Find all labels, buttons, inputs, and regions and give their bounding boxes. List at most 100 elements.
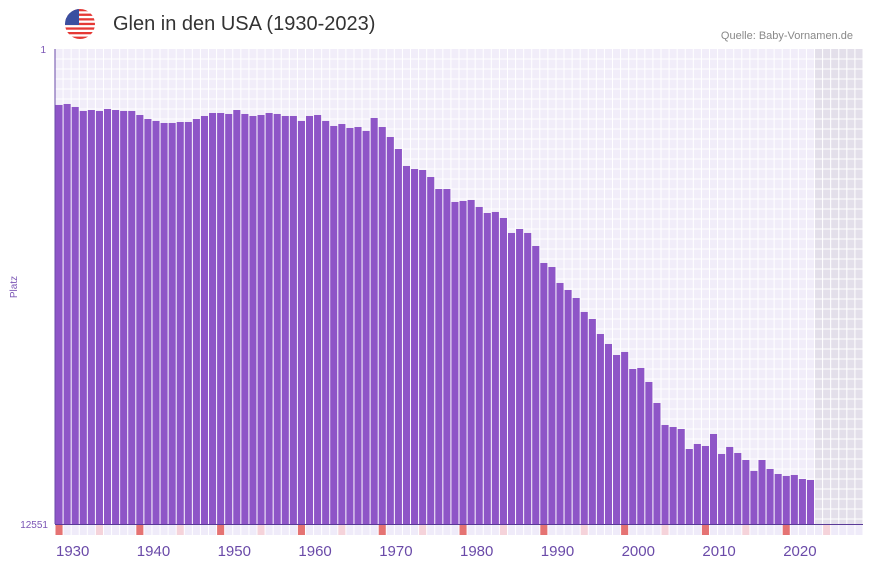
bar-1950 bbox=[217, 113, 225, 525]
year-marker-2014 bbox=[734, 525, 742, 535]
year-marker-1958 bbox=[281, 525, 289, 535]
bar-1967 bbox=[354, 127, 362, 524]
year-marker-2005 bbox=[661, 525, 669, 535]
year-marker-1984 bbox=[491, 525, 499, 535]
year-marker-1998 bbox=[604, 525, 613, 535]
year-marker-1999 bbox=[613, 525, 621, 535]
bar-1993 bbox=[564, 289, 572, 524]
year-marker-1960 bbox=[297, 525, 305, 535]
bar-2022 bbox=[798, 478, 806, 524]
year-marker-1991 bbox=[548, 525, 556, 535]
year-marker-2000 bbox=[621, 525, 629, 535]
year-marker-2024 bbox=[815, 525, 823, 535]
year-marker-1994 bbox=[572, 525, 580, 535]
year-marker-1934 bbox=[87, 525, 95, 535]
bar-1945 bbox=[176, 122, 184, 525]
bar-1986 bbox=[507, 232, 516, 525]
year-marker-2017 bbox=[758, 525, 766, 535]
bar-1983 bbox=[483, 212, 491, 525]
year-marker-2011 bbox=[709, 525, 718, 535]
year-marker-2002 bbox=[637, 525, 645, 535]
year-marker-2001 bbox=[629, 525, 637, 535]
year-marker-1956 bbox=[265, 525, 273, 535]
bar-1933 bbox=[79, 110, 87, 524]
year-marker-1938 bbox=[120, 525, 128, 535]
bar-2010 bbox=[701, 445, 709, 524]
bar-1932 bbox=[71, 106, 79, 524]
year-marker-1948 bbox=[200, 525, 209, 535]
bar-1970 bbox=[378, 127, 386, 524]
bar-1973 bbox=[402, 165, 411, 524]
bar-1937 bbox=[112, 110, 120, 524]
x-tick-label-2000: 2000 bbox=[622, 543, 655, 560]
bar-1939 bbox=[128, 110, 136, 524]
y-axis-title: Platz bbox=[9, 276, 20, 298]
bar-1968 bbox=[362, 130, 370, 524]
bar-1954 bbox=[249, 115, 257, 524]
year-marker-1931 bbox=[63, 525, 71, 535]
bar-2020 bbox=[782, 475, 790, 524]
year-marker-2008 bbox=[685, 525, 693, 535]
year-marker-1979 bbox=[451, 525, 459, 535]
year-marker-1990 bbox=[540, 525, 548, 535]
year-marker-1981 bbox=[467, 525, 475, 535]
year-marker-1933 bbox=[79, 525, 87, 535]
year-marker-1967 bbox=[354, 525, 362, 535]
year-marker-1985 bbox=[499, 525, 507, 535]
bar-2011 bbox=[709, 433, 718, 524]
bar-2013 bbox=[726, 446, 734, 524]
bar-1997 bbox=[596, 334, 604, 524]
bar-2002 bbox=[637, 367, 645, 524]
year-marker-1963 bbox=[322, 525, 330, 535]
x-tick-label-1980: 1980 bbox=[460, 543, 493, 560]
bar-1940 bbox=[136, 115, 144, 524]
year-marker-2028 bbox=[847, 525, 855, 535]
year-marker-1939 bbox=[128, 525, 136, 535]
bar-1956 bbox=[265, 113, 273, 525]
year-marker-1954 bbox=[249, 525, 257, 535]
bar-2018 bbox=[766, 468, 774, 524]
year-marker-1941 bbox=[144, 525, 152, 535]
bar-2019 bbox=[774, 474, 782, 524]
bar-2023 bbox=[806, 479, 815, 524]
bar-2016 bbox=[750, 470, 758, 524]
year-marker-2023 bbox=[806, 525, 815, 535]
year-marker-2016 bbox=[750, 525, 758, 535]
year-marker-1950 bbox=[217, 525, 225, 535]
x-tick-label-1970: 1970 bbox=[379, 543, 412, 560]
year-marker-1932 bbox=[71, 525, 79, 535]
year-marker-2003 bbox=[645, 525, 653, 535]
bar-1976 bbox=[427, 177, 435, 525]
x-tick-label-1950: 1950 bbox=[218, 543, 251, 560]
bar-1992 bbox=[556, 282, 564, 524]
bar-1977 bbox=[435, 189, 443, 524]
bar-1953 bbox=[241, 113, 249, 524]
year-marker-2007 bbox=[677, 525, 685, 535]
x-tick-label-1940: 1940 bbox=[137, 543, 170, 560]
year-marker-1952 bbox=[233, 525, 241, 535]
bar-2007 bbox=[677, 429, 685, 524]
bar-2009 bbox=[693, 443, 701, 524]
bar-1960 bbox=[297, 120, 305, 525]
bar-2012 bbox=[718, 453, 726, 524]
bar-1965 bbox=[338, 124, 346, 525]
year-marker-1957 bbox=[273, 525, 281, 535]
year-marker-1993 bbox=[564, 525, 572, 535]
bar-1987 bbox=[516, 229, 524, 524]
year-marker-2027 bbox=[839, 525, 847, 535]
year-marker-1964 bbox=[330, 525, 338, 535]
year-marker-2021 bbox=[790, 525, 798, 535]
bar-1999 bbox=[613, 355, 621, 524]
bar-1978 bbox=[443, 189, 451, 524]
bar-1972 bbox=[394, 148, 402, 524]
bar-1959 bbox=[289, 115, 297, 524]
bar-1930 bbox=[55, 104, 63, 524]
year-marker-2015 bbox=[742, 525, 750, 535]
x-tick-label-1990: 1990 bbox=[541, 543, 574, 560]
bar-1975 bbox=[419, 170, 427, 524]
year-marker-1937 bbox=[112, 525, 120, 535]
year-marker-1975 bbox=[419, 525, 427, 535]
year-marker-1936 bbox=[103, 525, 112, 535]
year-marker-2010 bbox=[701, 525, 709, 535]
bar-2021 bbox=[790, 474, 798, 524]
